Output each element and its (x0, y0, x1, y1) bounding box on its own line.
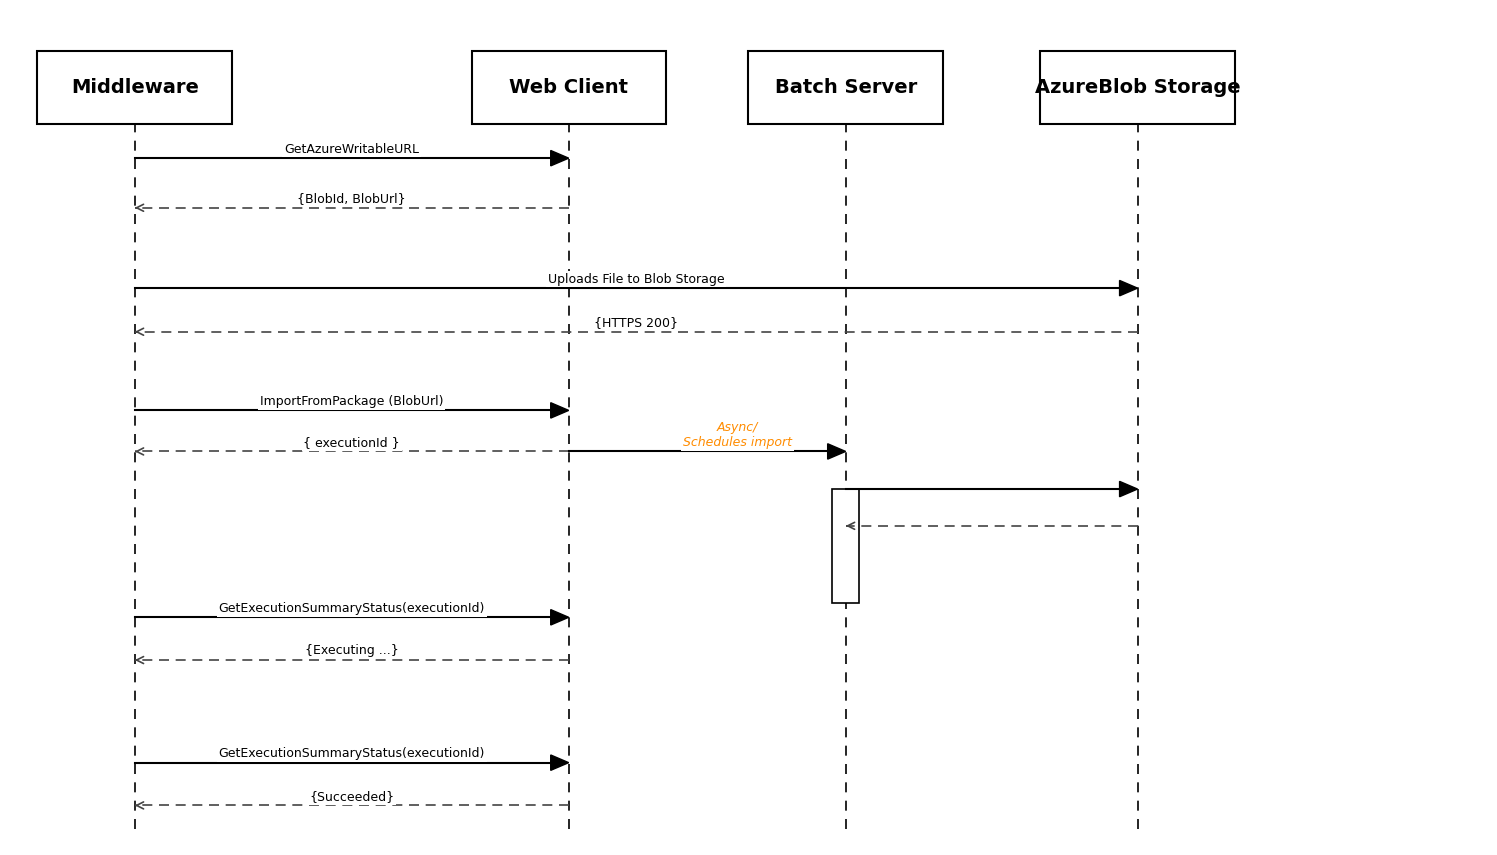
Text: Uploads File to Blob Storage: Uploads File to Blob Storage (548, 273, 725, 286)
Bar (1040, 51, 1235, 124)
Text: Web Client: Web Client (509, 78, 629, 97)
Text: Batch Server: Batch Server (774, 78, 918, 97)
Text: GetAzureWritableURL: GetAzureWritableURL (284, 143, 419, 156)
Text: {Succeeded}: {Succeeded} (310, 790, 394, 803)
Text: GetExecutionSummaryStatus(executionId): GetExecutionSummaryStatus(executionId) (219, 602, 485, 615)
Text: {Executing ...}: {Executing ...} (305, 645, 398, 657)
Text: {HTTPS 200}: {HTTPS 200} (594, 316, 678, 329)
FancyArrow shape (1120, 280, 1138, 296)
FancyArrow shape (551, 610, 569, 625)
Text: { executionId }: { executionId } (304, 436, 400, 449)
Text: Async/
Schedules import: Async/ Schedules import (683, 421, 792, 449)
Bar (37, 51, 232, 124)
FancyArrow shape (828, 444, 846, 459)
Text: GetExecutionSummaryStatus(executionId): GetExecutionSummaryStatus(executionId) (219, 747, 485, 760)
FancyArrow shape (1120, 481, 1138, 497)
Bar (472, 51, 666, 124)
FancyArrow shape (551, 150, 569, 166)
FancyArrow shape (551, 755, 569, 770)
Text: ImportFromPackage (BlobUrl): ImportFromPackage (BlobUrl) (260, 395, 443, 408)
Text: Middleware: Middleware (70, 78, 199, 97)
FancyArrow shape (551, 403, 569, 418)
Text: AzureBlob Storage: AzureBlob Storage (1034, 78, 1241, 97)
Text: {BlobId, BlobUrl}: {BlobId, BlobUrl} (298, 192, 406, 205)
Bar (748, 51, 943, 124)
Bar (832, 489, 859, 603)
